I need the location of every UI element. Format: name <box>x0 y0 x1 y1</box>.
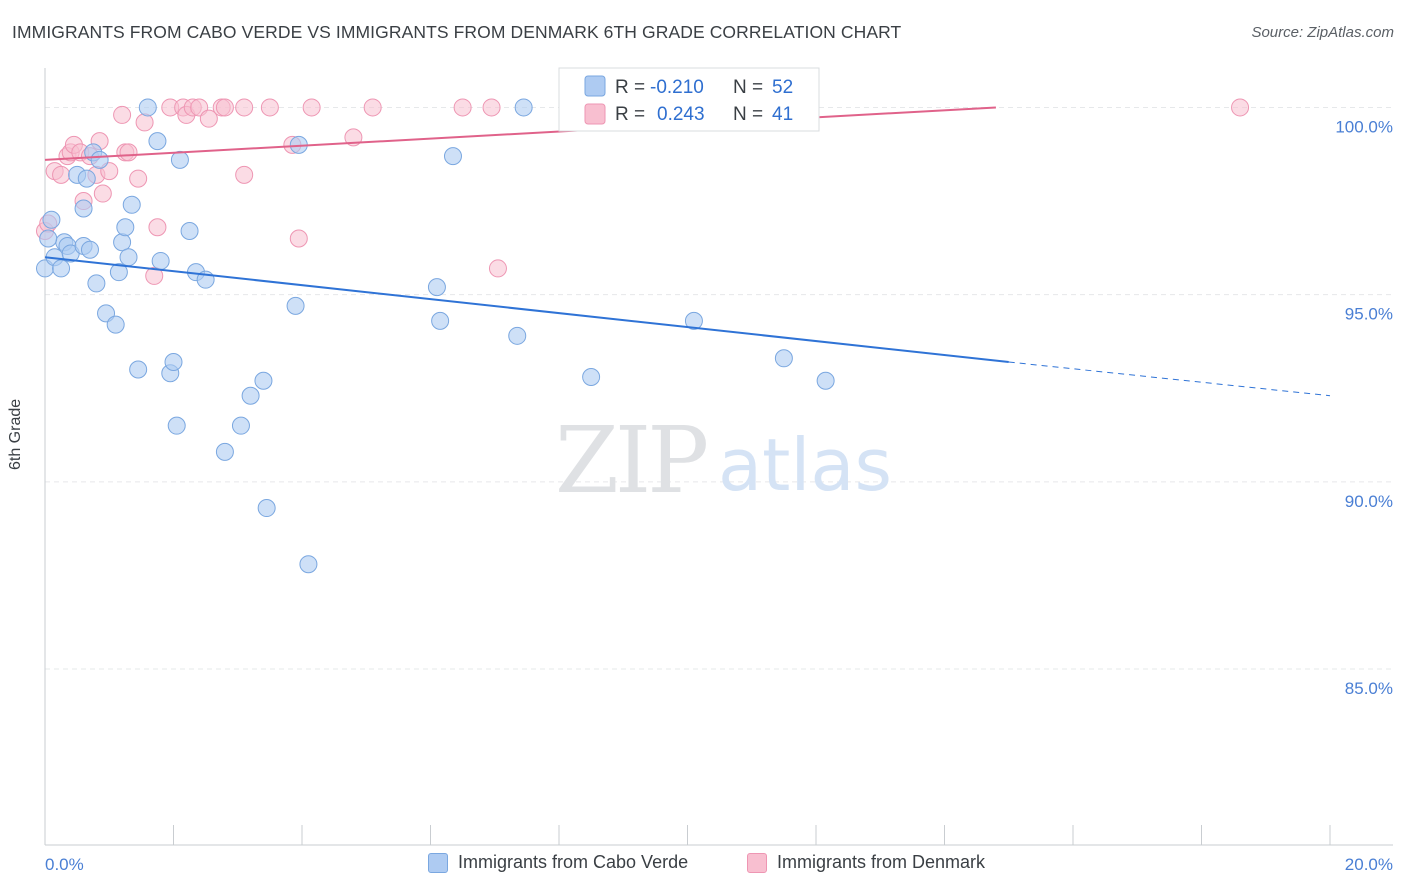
y-tick-label: 100.0% <box>1335 117 1393 136</box>
series-cabo-verde-points <box>36 98 835 574</box>
cabo-verde-point <box>286 296 305 315</box>
cabo-verde-point <box>215 442 234 461</box>
cabo-verde-point <box>151 251 170 270</box>
denmark-point <box>488 259 507 278</box>
denmark-point <box>93 184 112 203</box>
legend-n-value-2: 41 <box>772 104 793 125</box>
cabo-verde-point <box>90 150 109 169</box>
bottom-legend-label-cabo-verde: Immigrants from Cabo Verde <box>458 852 689 872</box>
tick-labels: 100.0% 95.0% 90.0% 85.0% 0.0% 20.0% <box>45 117 1393 874</box>
cabo-verde-point <box>164 353 183 372</box>
trend-lines <box>44 106 1331 397</box>
cabo-verde-point <box>170 150 189 169</box>
cabo-verde-point <box>508 326 527 345</box>
cabo-verde-point <box>254 371 273 390</box>
denmark-point <box>129 169 148 188</box>
cabo-verde-point <box>167 416 186 435</box>
stats-legend: R = -0.210 N = 52 R = 0.243 N = 41 <box>558 67 820 132</box>
denmark-point <box>145 266 164 285</box>
cabo-verde-point <box>148 132 167 151</box>
cabo-verde-point <box>122 195 141 214</box>
cabo-verde-point <box>113 233 132 252</box>
legend-n-label-1: N = <box>733 77 763 98</box>
cabo-verde-point <box>74 199 93 218</box>
cabo-verde-point <box>52 259 71 278</box>
cabo-verde-trend-line <box>44 256 1009 364</box>
cabo-verde-point <box>77 169 96 188</box>
cabo-verde-point <box>431 311 450 330</box>
cabo-verde-point <box>180 221 199 240</box>
chart-title: IMMIGRANTS FROM CABO VERDE VS IMMIGRANTS… <box>12 22 902 42</box>
legend-r-label-1: R = <box>615 77 645 98</box>
denmark-point <box>135 113 154 132</box>
watermark: ZIP atlas <box>555 407 892 514</box>
source-label: Source: ZipAtlas.com <box>1251 24 1394 41</box>
cabo-verde-point <box>684 311 703 330</box>
denmark-point <box>199 109 218 128</box>
y-tick-label: 90.0% <box>1345 492 1393 511</box>
legend-swatch-cabo-verde <box>584 75 606 97</box>
cabo-verde-point <box>241 386 260 405</box>
cabo-verde-point <box>129 360 148 379</box>
cabo-verde-point <box>80 240 99 259</box>
denmark-point <box>260 98 279 117</box>
cabo-verde-point <box>427 278 446 297</box>
watermark-zip: ZIP <box>555 407 706 514</box>
denmark-point <box>148 218 167 237</box>
x-tick-label-max: 20.0% <box>1345 855 1393 874</box>
cabo-verde-point <box>109 263 128 282</box>
denmark-point <box>302 98 321 117</box>
denmark-point <box>235 98 254 117</box>
denmark-point <box>113 105 132 124</box>
bottom-legend-label-denmark: Immigrants from Denmark <box>777 852 986 872</box>
legend-r-value-2: 0.243 <box>657 104 705 125</box>
cabo-verde-point <box>582 368 601 387</box>
cabo-verde-point <box>443 147 462 166</box>
cabo-verde-point <box>106 315 125 334</box>
watermark-atlas: atlas <box>718 423 892 507</box>
legend-n-value-1: 52 <box>772 77 793 98</box>
denmark-trend-line <box>44 106 996 161</box>
denmark-point <box>215 98 234 117</box>
bottom-legend-swatch-denmark <box>747 852 767 873</box>
bottom-legend: Immigrants from Cabo Verde Immigrants fr… <box>0 852 1406 878</box>
denmark-point <box>363 98 382 117</box>
cabo-verde-point <box>299 555 318 574</box>
legend-swatch-denmark <box>584 103 606 125</box>
cabo-verde-point <box>514 98 533 117</box>
denmark-point <box>453 98 472 117</box>
y-tick-label: 95.0% <box>1345 305 1393 324</box>
cabo-verde-trend-extension <box>1008 361 1331 397</box>
legend-r-value-1: -0.210 <box>650 77 704 98</box>
cabo-verde-point <box>816 371 835 390</box>
x-tick-label-min: 0.0% <box>45 855 84 874</box>
denmark-point <box>289 229 308 248</box>
cabo-verde-point <box>87 274 106 293</box>
denmark-point <box>52 165 71 184</box>
denmark-point <box>1231 98 1250 117</box>
denmark-point <box>235 165 254 184</box>
cabo-verde-point <box>257 499 276 518</box>
cabo-verde-point <box>119 248 138 267</box>
denmark-point <box>119 143 138 162</box>
legend-r-label-2: R = <box>615 104 645 125</box>
cabo-verde-point <box>774 349 793 368</box>
bottom-legend-swatch-cabo-verde <box>428 852 448 873</box>
denmark-point <box>482 98 501 117</box>
legend-n-label-2: N = <box>733 104 763 125</box>
y-tick-label: 85.0% <box>1345 679 1393 698</box>
cabo-verde-point <box>42 210 61 229</box>
cabo-verde-point <box>39 229 58 248</box>
bottom-legend-item-cabo-verde: Immigrants from Cabo Verde <box>428 852 688 873</box>
axes <box>44 68 1393 846</box>
cabo-verde-point <box>116 218 135 237</box>
cabo-verde-point <box>138 98 157 117</box>
bottom-legend-item-denmark: Immigrants from Denmark <box>747 852 985 873</box>
cabo-verde-point <box>231 416 250 435</box>
